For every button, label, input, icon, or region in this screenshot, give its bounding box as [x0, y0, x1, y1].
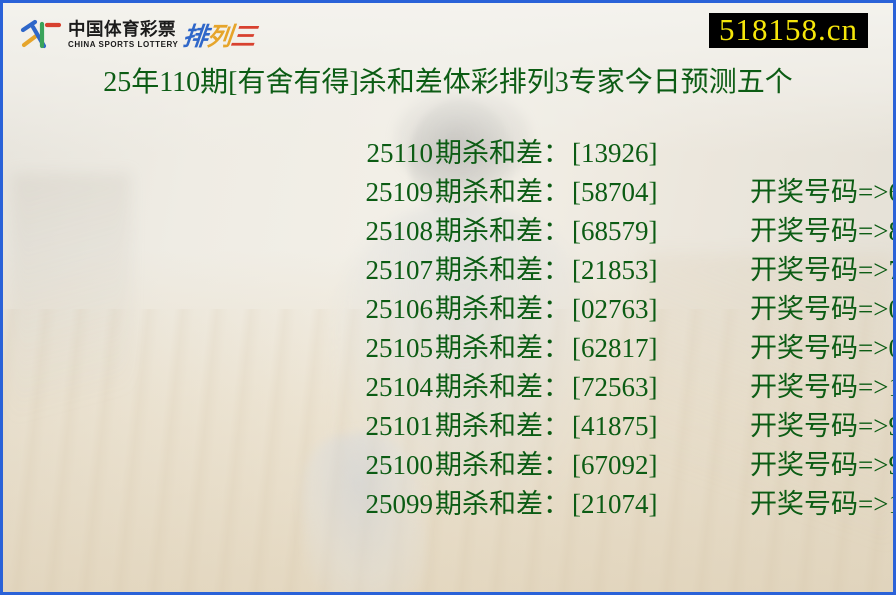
- page-header: 中国体育彩票 CHINA SPORTS LOTTERY 排列三 518158.c…: [3, 3, 893, 65]
- lottery-brand-en: CHINA SPORTS LOTTERY: [68, 40, 179, 50]
- row-draw-result: 开奖号码=>144: [750, 372, 893, 402]
- row-kill-numbers: [21853]: [572, 255, 658, 285]
- row-draw-result: 开奖号码=>911: [750, 411, 893, 441]
- row-kill-caption: 期杀和差：: [435, 216, 570, 246]
- row-draw-result: 开奖号码=>997: [750, 450, 893, 480]
- row-kill-caption: 期杀和差：: [435, 489, 570, 519]
- row-issue-label: 25100: [365, 450, 434, 480]
- site-url-text: 518158.cn: [718, 12, 858, 47]
- row-issue-label: 25110: [366, 138, 434, 168]
- row-kill-numbers: [72563]: [572, 372, 658, 402]
- row-issue-label: 25105: [365, 333, 434, 363]
- row-kill-numbers: [58704]: [572, 177, 658, 207]
- lottery-brand-cn: 中国体育彩票: [68, 18, 176, 39]
- row-draw-result: 开奖号码=>619: [750, 177, 893, 207]
- game-name-char-3: 三: [229, 23, 257, 51]
- background-streak-left: [11, 173, 131, 503]
- row-kill-caption: 期杀和差：: [435, 450, 570, 480]
- lottery-logo: 中国体育彩票 CHINA SPORTS LOTTERY 排列三: [20, 14, 258, 56]
- site-url-badge: 518158.cn: [708, 12, 868, 48]
- background-streak-right: [643, 253, 893, 592]
- lottery-brand-text: 中国体育彩票 CHINA SPORTS LOTTERY: [68, 18, 179, 50]
- game-name-char-1: 排: [181, 23, 209, 51]
- row-kill-numbers: [21074]: [572, 489, 658, 519]
- row-kill-numbers: [02763]: [572, 294, 658, 324]
- china-sports-lottery-logo-icon: [20, 18, 62, 52]
- row-kill-caption: 期杀和差：: [435, 333, 570, 363]
- row-kill-caption: 期杀和差：: [435, 255, 570, 285]
- prediction-row: 25110 期杀和差： [13926]: [3, 131, 893, 170]
- row-kill-numbers: [68579]: [572, 216, 658, 246]
- row-issue-label: 25107: [365, 255, 434, 285]
- row-draw-result: 开奖号码=>076: [750, 294, 893, 324]
- row-kill-numbers: [62817]: [572, 333, 658, 363]
- row-kill-numbers: [67092]: [572, 450, 658, 480]
- row-issue-label: 25108: [365, 216, 434, 246]
- row-issue-label: 25099: [365, 489, 434, 519]
- row-draw-result: 开奖号码=>174: [750, 489, 893, 519]
- row-draw-result: 开奖号码=>877: [750, 216, 893, 246]
- row-issue-label: 25109: [365, 177, 434, 207]
- row-kill-numbers: [13926]: [572, 138, 658, 168]
- row-kill-caption: 期杀和差：: [435, 177, 570, 207]
- prediction-list: 25110 期杀和差： [13926] 25109 期杀和差： [58704] 开奖号码=>…: [3, 131, 894, 521]
- row-issue-label: 25104: [365, 372, 434, 402]
- row-issue-label: 25106: [365, 294, 434, 324]
- row-kill-caption: 期杀和差：: [435, 138, 570, 168]
- row-draw-result: 开奖号码=>726: [750, 255, 893, 285]
- row-draw-result: 开奖号码=>084: [750, 333, 893, 363]
- row-kill-caption: 期杀和差：: [435, 372, 570, 402]
- page-title: 25年110期[有舍有得]杀和差体彩排列3专家今日预测五个: [103, 67, 793, 98]
- background-photo: [3, 3, 893, 592]
- row-kill-caption: 期杀和差：: [435, 294, 570, 324]
- row-kill-caption: 期杀和差：: [435, 411, 570, 441]
- row-issue-label: 25101: [365, 411, 434, 441]
- game-name-pailie3: 排列三: [182, 17, 258, 53]
- row-kill-numbers: [41875]: [572, 411, 658, 441]
